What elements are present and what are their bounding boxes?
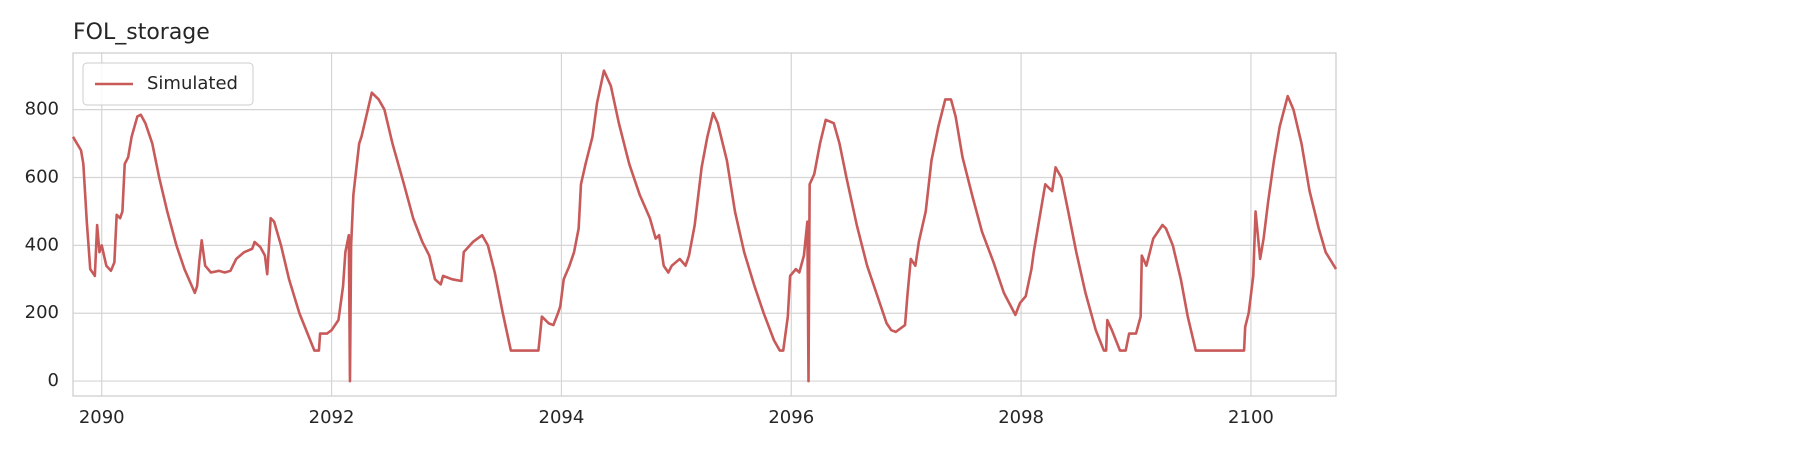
x-tick-label: 2094 (539, 407, 585, 428)
y-tick-label: 800 (25, 99, 59, 120)
x-tick-label: 2098 (998, 407, 1044, 428)
x-tick-label: 2090 (79, 407, 125, 428)
y-tick-label: 0 (48, 370, 59, 391)
chart-title: FOL_storage (73, 20, 210, 45)
series-line (71, 69, 1338, 383)
x-tick-label: 2096 (768, 407, 814, 428)
x-tick-label: 2092 (309, 407, 355, 428)
y-tick-label: 200 (25, 302, 59, 323)
legend-label: Simulated (147, 73, 238, 94)
y-tick-label: 400 (25, 234, 59, 255)
x-tick-label: 2100 (1228, 407, 1274, 428)
legend-box (82, 62, 254, 106)
y-tick-label: 600 (25, 167, 59, 188)
plot-frame (72, 52, 1337, 397)
